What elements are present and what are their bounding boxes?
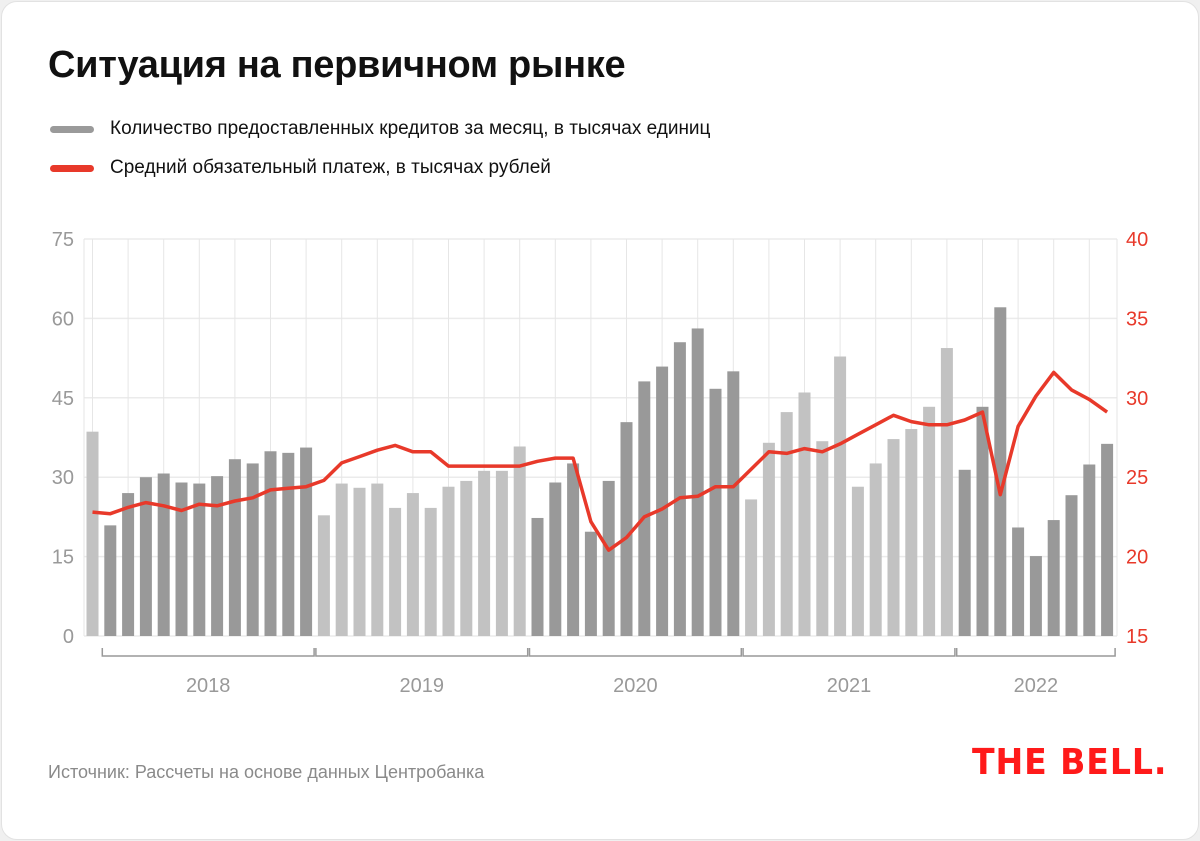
bar bbox=[389, 507, 402, 636]
legend-label-loans: Количество предоставленных кредитов за м… bbox=[110, 118, 711, 139]
year-bracket bbox=[528, 648, 743, 657]
bar bbox=[709, 388, 722, 636]
the-bell-logo: THE BELL. bbox=[972, 742, 1168, 783]
bar bbox=[122, 493, 135, 636]
year-label: 2019 bbox=[400, 675, 445, 697]
bar bbox=[513, 446, 526, 636]
year-label: 2018 bbox=[186, 675, 231, 697]
bar bbox=[406, 493, 419, 636]
bar bbox=[531, 517, 544, 636]
bar bbox=[905, 429, 918, 636]
bar bbox=[371, 483, 384, 636]
right-tick-label: 20 bbox=[1126, 547, 1148, 569]
bar bbox=[353, 487, 366, 636]
year-label: 2022 bbox=[1014, 675, 1059, 697]
bar bbox=[620, 422, 633, 636]
left-tick-label: 30 bbox=[52, 467, 74, 489]
year-bracket bbox=[315, 648, 529, 657]
right-tick-label: 30 bbox=[1126, 388, 1148, 410]
bar bbox=[460, 480, 473, 636]
bar bbox=[495, 470, 508, 636]
year-bracket bbox=[955, 648, 1116, 657]
legend-swatch-red bbox=[50, 164, 94, 172]
bar bbox=[673, 342, 686, 636]
legend-item-payment: Средний обязательный платеж, в тысячах р… bbox=[50, 157, 551, 179]
year-label: 2021 bbox=[827, 675, 872, 697]
bar bbox=[335, 483, 348, 636]
bar bbox=[602, 480, 615, 636]
bar bbox=[976, 406, 989, 636]
bar bbox=[442, 486, 455, 636]
bar bbox=[104, 525, 117, 636]
bar bbox=[762, 442, 775, 636]
bar bbox=[584, 531, 597, 636]
bar bbox=[727, 371, 740, 636]
right-tick-label: 35 bbox=[1126, 308, 1148, 330]
bar bbox=[958, 469, 971, 636]
year-bracket bbox=[101, 648, 315, 657]
bar bbox=[1012, 527, 1025, 636]
bar bbox=[246, 463, 259, 636]
chart-title: Ситуация на первичном рынке bbox=[48, 44, 626, 86]
bar bbox=[869, 463, 882, 636]
left-tick-label: 60 bbox=[52, 308, 74, 330]
bar bbox=[228, 459, 241, 636]
bar bbox=[1065, 495, 1078, 636]
bar bbox=[282, 452, 295, 636]
bar bbox=[264, 451, 277, 636]
bar bbox=[780, 412, 793, 636]
source-note: Источник: Рассчеты на основе данных Цент… bbox=[48, 762, 485, 782]
left-tick-label: 45 bbox=[52, 388, 74, 410]
bar bbox=[1083, 464, 1096, 636]
bar bbox=[1047, 520, 1060, 636]
legend-item-loans: Количество предоставленных кредитов за м… bbox=[50, 118, 710, 140]
bar bbox=[887, 439, 900, 636]
bar bbox=[1101, 443, 1114, 636]
bar bbox=[923, 406, 936, 636]
bar bbox=[317, 515, 330, 636]
bar bbox=[994, 307, 1007, 636]
bar bbox=[691, 328, 704, 636]
bar bbox=[300, 447, 313, 636]
bar bbox=[851, 486, 864, 636]
bar bbox=[175, 482, 188, 636]
bar bbox=[745, 499, 758, 636]
payment-line bbox=[92, 370, 1109, 552]
bar bbox=[424, 507, 437, 636]
year-bracket bbox=[742, 648, 956, 657]
left-tick-label: 75 bbox=[52, 229, 74, 251]
bar bbox=[816, 441, 829, 636]
bar bbox=[193, 483, 206, 636]
bar bbox=[1029, 556, 1042, 636]
right-tick-label: 40 bbox=[1126, 229, 1148, 251]
right-tick-label: 15 bbox=[1126, 626, 1148, 648]
bar bbox=[86, 431, 99, 636]
left-tick-label: 0 bbox=[63, 626, 74, 648]
bar bbox=[798, 392, 811, 636]
legend-label-payment: Средний обязательный платеж, в тысячах р… bbox=[110, 157, 551, 178]
left-tick-label: 15 bbox=[52, 547, 74, 569]
bar bbox=[478, 470, 491, 636]
bar bbox=[157, 473, 170, 636]
bar bbox=[940, 348, 953, 636]
year-label: 2020 bbox=[613, 675, 658, 697]
bar bbox=[139, 477, 152, 636]
bar bbox=[567, 463, 580, 636]
bar bbox=[656, 366, 669, 636]
right-tick-label: 25 bbox=[1126, 467, 1148, 489]
bar bbox=[834, 356, 847, 636]
bar bbox=[638, 381, 651, 636]
bar bbox=[549, 482, 562, 636]
legend-swatch-gray bbox=[50, 125, 94, 133]
bar bbox=[211, 476, 224, 636]
